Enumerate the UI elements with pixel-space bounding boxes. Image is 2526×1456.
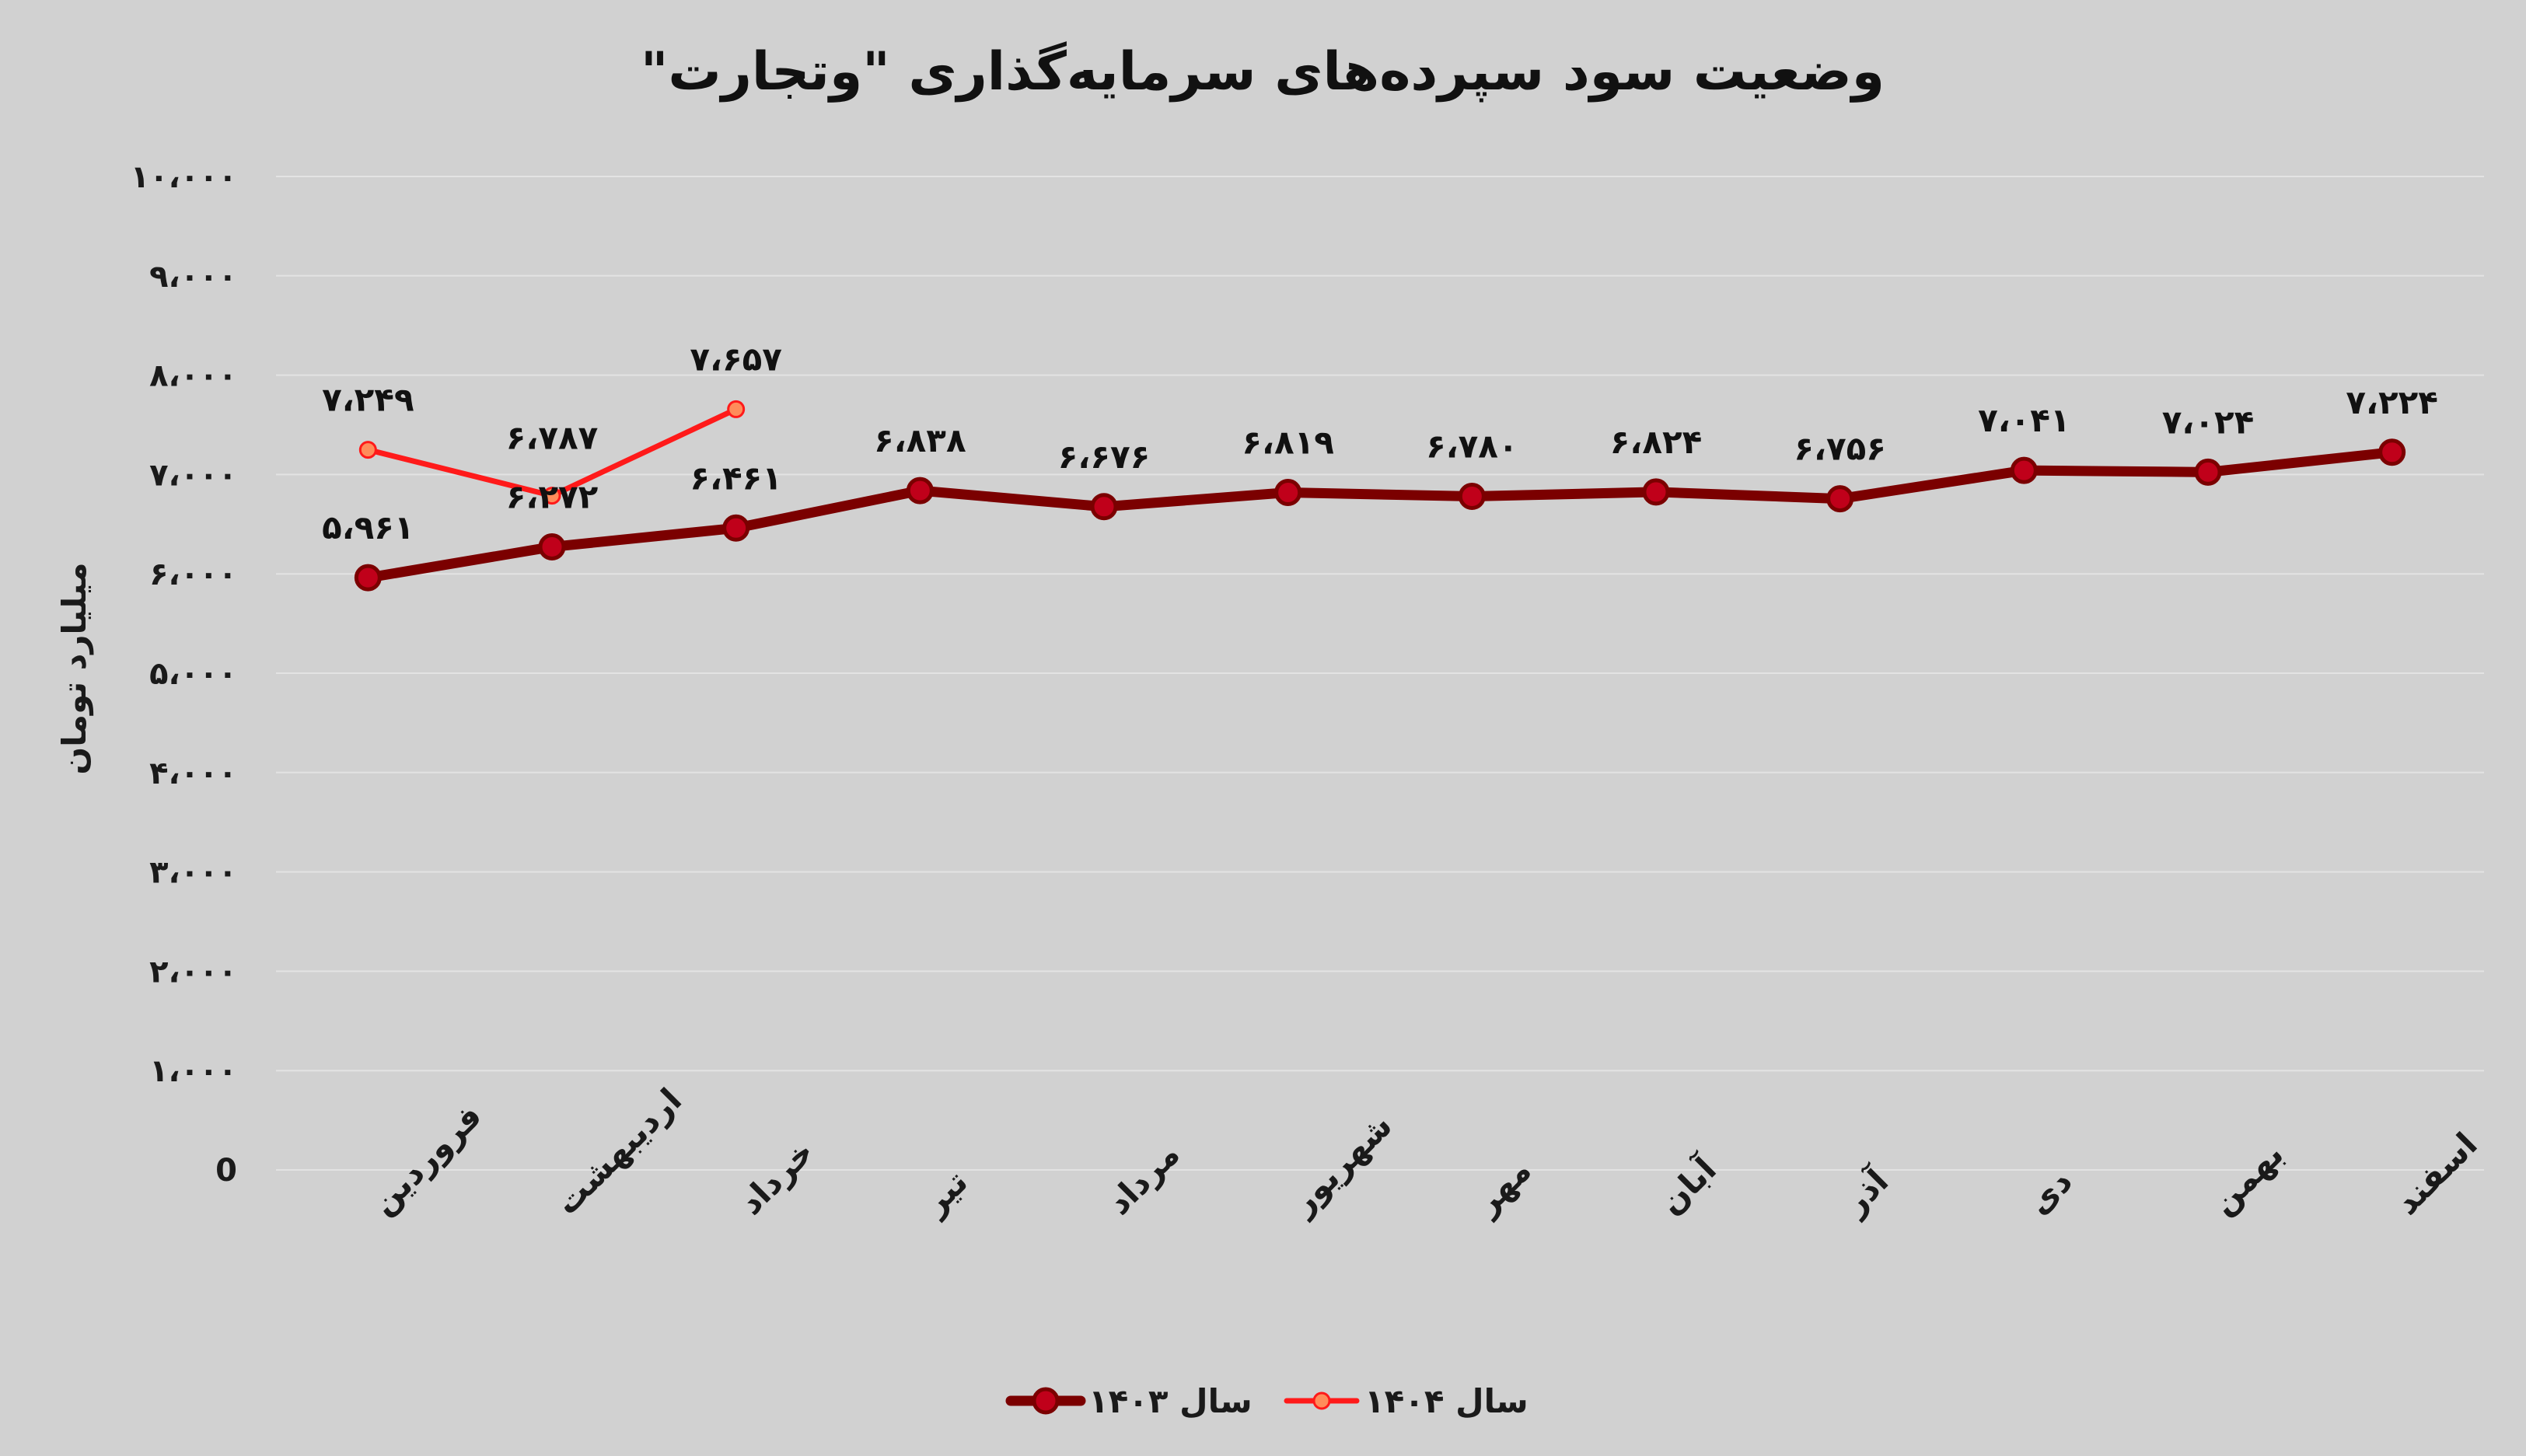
data-label: ۷،۰۲۴ xyxy=(2162,403,2255,441)
x-tick-label: اسفند xyxy=(2388,1125,2485,1222)
data-label: ۷،۲۲۴ xyxy=(2346,383,2438,421)
y-axis-label: میلیارد تومان xyxy=(55,562,94,774)
data-point xyxy=(1458,483,1486,511)
y-tick-label: ۷،۰۰۰ xyxy=(149,457,237,493)
data-point xyxy=(1274,479,1302,507)
y-tick-label: ۱۰،۰۰۰ xyxy=(131,159,237,195)
x-tick-label: اردیبهشت xyxy=(547,1081,689,1222)
legend-marker xyxy=(1032,1387,1060,1415)
data-label: ۵،۹۶۱ xyxy=(322,508,414,546)
data-labels: ۵،۹۶۱ ۶،۲۷۲ ۶،۴۶۱ ۶،۸۳۸ ۶،۶۷۶ ۶،۸۱۹ ۶،۷۸۰ ۶،۸۲۴… xyxy=(322,340,2438,546)
x-tick-label: آبان xyxy=(1651,1149,1724,1222)
data-label: ۷،۶۵۷ xyxy=(690,340,782,378)
data-point xyxy=(354,564,382,592)
data-point xyxy=(1090,493,1118,521)
data-label: ۶،۲۷۲ xyxy=(506,477,599,515)
data-point xyxy=(2378,438,2406,466)
data-point xyxy=(906,477,934,505)
legend: سال ۱۴۰۳ سال ۱۴۰۴ xyxy=(1005,1382,1529,1420)
y-tick-label: ۶،۰۰۰ xyxy=(149,557,237,592)
x-tick-label: مرداد xyxy=(1099,1135,1187,1223)
data-point xyxy=(1642,478,1670,506)
y-tick-label: ۴،۰۰۰ xyxy=(149,756,237,791)
series-line xyxy=(362,447,2398,583)
x-axis-ticks: فروردین اردیبهشت خرداد تیر مرداد شهریور مهر آبا… xyxy=(364,1081,2485,1224)
data-label: ۷،۰۴۱ xyxy=(1978,401,2070,439)
data-point xyxy=(722,514,750,542)
data-label: ۶،۷۸۷ xyxy=(506,419,599,457)
x-tick-label: فروردین xyxy=(364,1097,490,1223)
series xyxy=(354,400,2406,592)
x-tick-label: بهمن xyxy=(2203,1135,2291,1223)
data-point xyxy=(358,441,377,459)
data-label: ۶،۸۲۴ xyxy=(1610,423,1703,461)
y-tick-label: ۲،۰۰۰ xyxy=(149,954,237,990)
data-label: ۶،۸۱۹ xyxy=(1242,424,1334,462)
y-tick-label: ۸،۰۰۰ xyxy=(149,358,237,394)
y-tick-label: ۳،۰۰۰ xyxy=(149,855,237,891)
y-tick-label: ۹،۰۰۰ xyxy=(149,259,237,295)
data-label: ۷،۲۴۹ xyxy=(322,381,414,419)
legend-marker xyxy=(1312,1391,1331,1410)
data-label: ۶،۴۶۱ xyxy=(690,459,782,497)
data-point xyxy=(727,400,746,418)
chart-title: وضعیت سود سپرده‌های سرمایه‌گذاری "وتجارت… xyxy=(641,41,1885,103)
x-tick-label: شهریور xyxy=(1283,1106,1400,1224)
legend-label: سال ۱۴۰۳ xyxy=(1088,1382,1253,1420)
legend-label: سال ۱۴۰۴ xyxy=(1364,1382,1529,1420)
x-tick-label: دی xyxy=(2020,1162,2080,1222)
data-label: ۶،۶۷۶ xyxy=(1058,438,1151,476)
x-tick-label: تیر xyxy=(914,1163,976,1224)
data-label: ۶،۸۳۸ xyxy=(874,421,966,459)
x-tick-label: مهر xyxy=(1466,1151,1539,1224)
y-tick-label: ۵،۰۰۰ xyxy=(149,656,237,692)
data-label: ۶،۷۸۰ xyxy=(1426,428,1518,466)
data-point xyxy=(2010,456,2038,484)
y-axis-ticks: 0 ۱،۰۰۰ ۲،۰۰۰ ۳،۰۰۰ ۴،۰۰۰ ۵،۰۰۰ ۶،۰۰۰ ۷،۰۰۰ ۸،۰۰… xyxy=(131,159,237,1189)
gridlines xyxy=(276,176,2484,1171)
data-point xyxy=(2194,458,2222,486)
y-tick-label: 0 xyxy=(215,1153,237,1189)
data-point xyxy=(543,487,561,505)
data-label: ۶،۷۵۶ xyxy=(1794,430,1886,468)
data-point xyxy=(538,532,566,560)
data-point xyxy=(1826,485,1854,513)
y-tick-label: ۱،۰۰۰ xyxy=(149,1053,237,1089)
x-tick-label: خرداد xyxy=(732,1133,822,1223)
